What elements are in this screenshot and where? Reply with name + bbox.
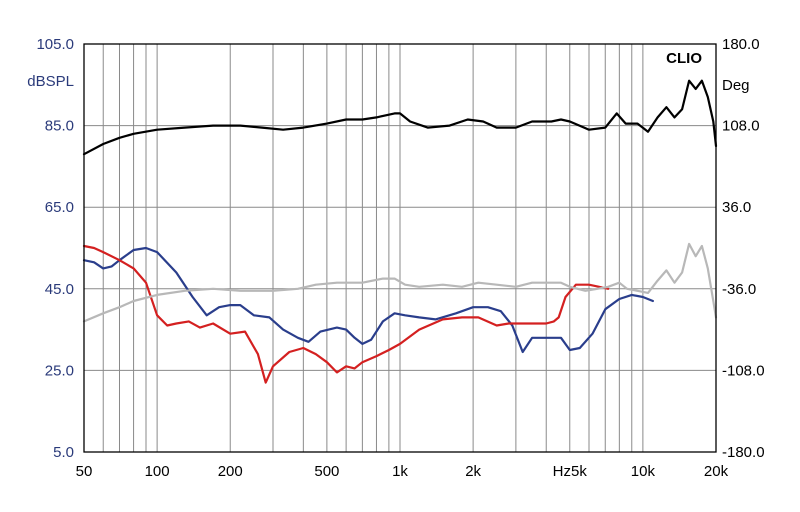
y-tick-label-right: -108.0 [722, 362, 765, 379]
y-tick-label-left: 105.0 [36, 36, 74, 53]
y-tick-label-right: 180.0 [722, 36, 760, 53]
series-line-3 [82, 244, 610, 384]
series-line-4 [82, 242, 718, 323]
y-axis-title-left: dBSPL [27, 73, 74, 90]
y-tick-label-right: -180.0 [722, 444, 765, 461]
x-tick-label: 1k [392, 463, 408, 480]
x-tick-label: Hz5k [553, 463, 588, 480]
x-tick-label: 500 [314, 463, 339, 480]
x-tick-label: 10k [631, 463, 656, 480]
x-tick-label: 200 [218, 463, 243, 480]
y-tick-label-left: 45.0 [45, 281, 74, 298]
series-line-2 [82, 246, 655, 354]
y-tick-label-right: 36.0 [722, 199, 751, 216]
brand-label: CLIO [666, 50, 702, 67]
series-line-1 [82, 79, 718, 156]
x-tick-label: 50 [76, 463, 93, 480]
x-tick-label: 100 [145, 463, 170, 480]
axis-labels: 50 100 200 500 1k 2k Hz5k 10k 20k 105.0 85.0 65.0 45… [36, 36, 764, 480]
y-tick-label-left: 85.0 [45, 118, 74, 135]
x-tick-label: 2k [465, 463, 481, 480]
y-tick-label-left: 5.0 [53, 444, 74, 461]
y-tick-label-right: -36.0 [722, 281, 756, 298]
y-tick-label-left: 25.0 [45, 362, 74, 379]
y-axis-title-right: Deg [722, 77, 750, 94]
plot-frame [83, 43, 717, 453]
y-tick-label-left: 65.0 [45, 199, 74, 216]
y-tick-label-right: 108.0 [722, 118, 760, 135]
grid [84, 44, 716, 452]
series-layer [82, 79, 718, 384]
x-tick-label: 20k [704, 463, 729, 480]
